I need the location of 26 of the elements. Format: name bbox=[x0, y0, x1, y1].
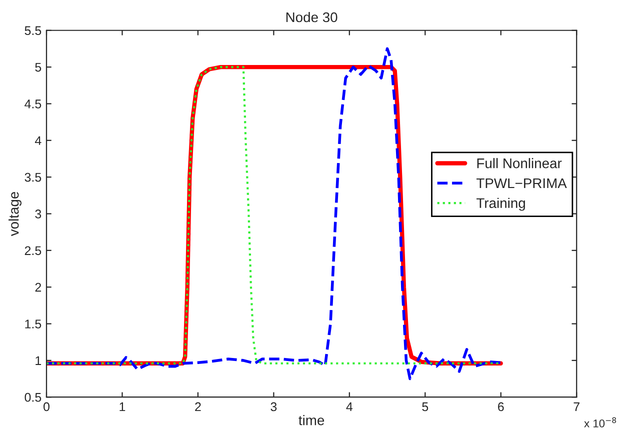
y-tick-label: 4.5 bbox=[24, 100, 42, 108]
x-tick-label: 3 bbox=[270, 402, 277, 412]
x-tick-label: 5 bbox=[422, 402, 428, 412]
y-tick-label: 3 bbox=[35, 210, 42, 218]
y-axis-title: voltage bbox=[8, 192, 22, 236]
text: x 10$^{−8}$ bbox=[584, 417, 616, 428]
x-tick-label: 2 bbox=[195, 402, 201, 412]
legend-label: TPWL−PRIMA bbox=[476, 178, 567, 188]
y-tick-label: 0.5 bbox=[24, 392, 42, 402]
chart-title: Node 30 bbox=[286, 12, 338, 22]
x-tick-label: 1 bbox=[120, 402, 126, 412]
legend-label: Full Nonlinear bbox=[477, 158, 562, 168]
y-tick-label: 5.5 bbox=[24, 26, 42, 36]
legend-label: Training bbox=[476, 198, 525, 211]
y-tick-label: 5 bbox=[35, 62, 42, 72]
y-tick-label: 2.5 bbox=[24, 246, 42, 256]
y-tick-label: 4 bbox=[34, 136, 42, 145]
x-axis-title: time bbox=[298, 415, 324, 426]
y-tick-label: 3.5 bbox=[24, 172, 42, 182]
x-tick-label: 6 bbox=[498, 402, 504, 412]
y-tick-label: 1 bbox=[36, 356, 42, 365]
x-tick-label: 7 bbox=[574, 402, 580, 412]
y-tick-label: 2 bbox=[35, 282, 42, 292]
x-tick-label: 0 bbox=[44, 402, 50, 412]
x-tick-label: 4 bbox=[346, 402, 353, 412]
y-tick-label: 1.5 bbox=[25, 320, 42, 328]
